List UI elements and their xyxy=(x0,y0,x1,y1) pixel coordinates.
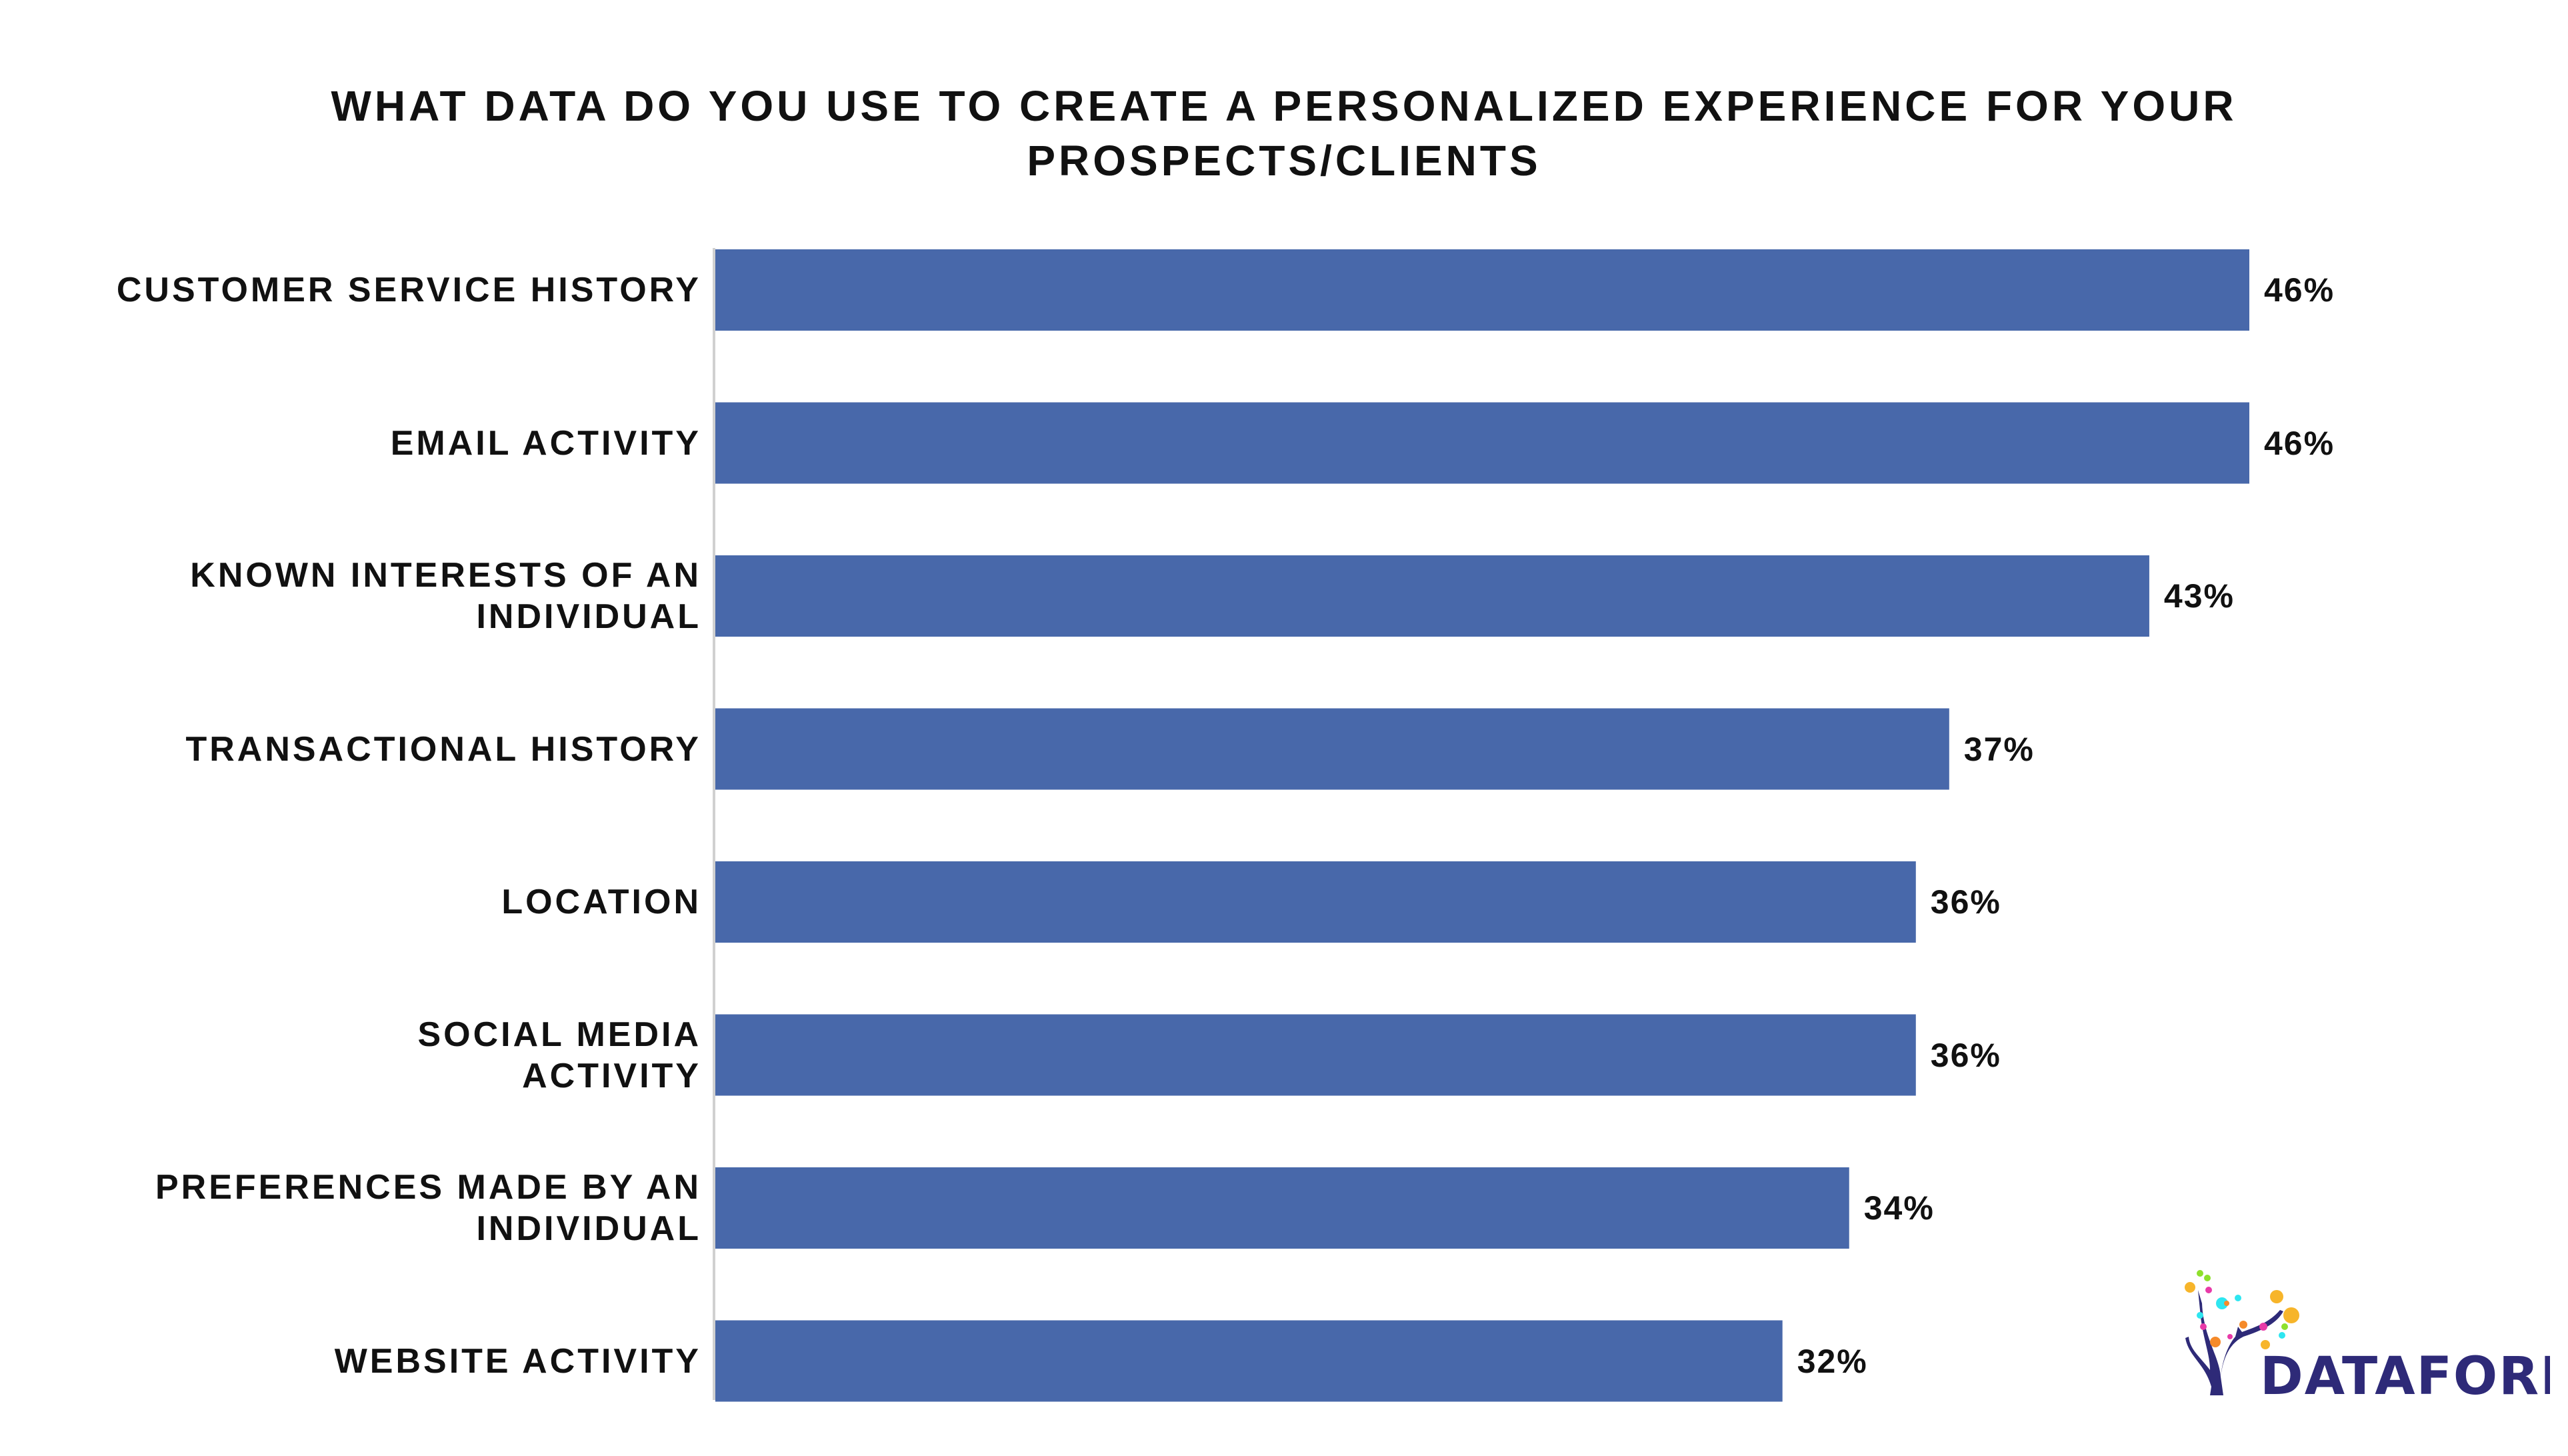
chart-title: WHAT DATA DO YOU USE TO CREATE A PERSONA… xyxy=(0,79,2568,188)
category-label-line: EMAIL ACTIVITY xyxy=(390,423,701,463)
category-label-line: KNOWN INTERESTS OF AN xyxy=(190,556,701,595)
category-label: PREFERENCES MADE BY AN INDIVIDUAL xyxy=(155,1167,701,1249)
value-label: 34% xyxy=(1863,1189,1935,1227)
category-label-line: LOCATION xyxy=(501,883,701,921)
value-label: 36% xyxy=(1930,1036,2001,1074)
category-label-line: CUSTOMER SERVICE HISTORY xyxy=(116,271,701,309)
bar xyxy=(715,1167,1849,1249)
bar xyxy=(715,708,1949,790)
category-label: TRANSACTIONAL HISTORY xyxy=(185,729,701,770)
bar xyxy=(715,249,2249,331)
category-label-line: TRANSACTIONAL HISTORY xyxy=(185,729,701,769)
category-label-line: ACTIVITY xyxy=(522,1056,701,1095)
bar xyxy=(715,402,2249,484)
category-label: WEBSITE ACTIVITY xyxy=(335,1341,701,1382)
chart-title-line-2: PROSPECTS/CLIENTS xyxy=(1027,137,1541,185)
bar xyxy=(715,555,2149,637)
category-label: EMAIL ACTIVITY xyxy=(391,423,701,464)
value-label: 37% xyxy=(1963,730,2035,768)
category-label-line: INDIVIDUAL xyxy=(476,1209,701,1248)
value-label: 32% xyxy=(1797,1342,1868,1380)
value-label: 43% xyxy=(2163,577,2235,615)
category-label: SOCIAL MEDIA ACTIVITY xyxy=(417,1014,701,1097)
category-label-line: INDIVIDUAL xyxy=(476,597,701,636)
category-label-line: PREFERENCES MADE BY AN xyxy=(155,1168,701,1207)
category-label: KNOWN INTERESTS OF AN INDIVIDUAL xyxy=(190,555,701,637)
logo-text: DATAFOREST xyxy=(2260,1347,2550,1403)
chart-title-line-1: WHAT DATA DO YOU USE TO CREATE A PERSONA… xyxy=(331,82,2237,130)
value-label: 36% xyxy=(1930,883,2001,921)
bar xyxy=(715,1014,1916,1096)
dataforest-logo: DATAFOREST xyxy=(2185,1270,2550,1403)
bar xyxy=(715,1320,1783,1402)
value-label: 46% xyxy=(2264,424,2335,462)
category-label-line: WEBSITE ACTIVITY xyxy=(334,1341,701,1381)
bar xyxy=(715,861,1916,943)
value-label: 46% xyxy=(2264,271,2335,309)
tree-icon xyxy=(2185,1270,2299,1395)
category-label-line: SOCIAL MEDIA xyxy=(417,1015,701,1054)
category-label: CUSTOMER SERVICE HISTORY xyxy=(117,269,701,311)
category-label: LOCATION xyxy=(501,881,701,923)
